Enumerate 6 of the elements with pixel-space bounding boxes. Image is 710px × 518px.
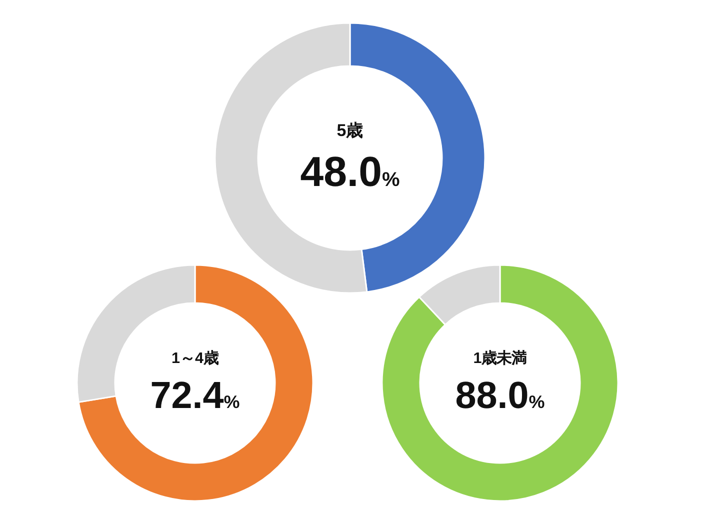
data-label: 48.0% — [300, 148, 400, 195]
text: 1歳未満 — [473, 350, 527, 368]
data-label: 88.0% — [455, 375, 545, 418]
text: 1～4歳 — [171, 350, 219, 368]
text: 5歳 — [336, 121, 364, 140]
data-label: 72.4% — [150, 375, 240, 418]
